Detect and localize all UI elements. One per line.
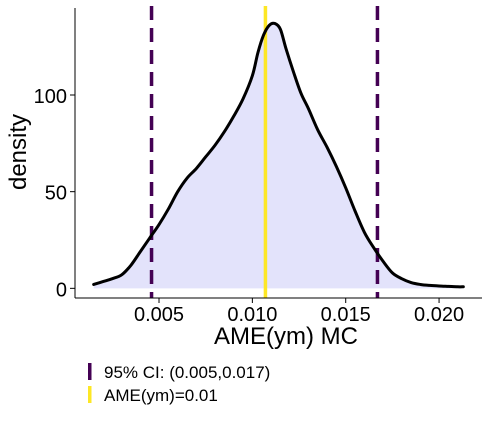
x-axis-label: AME(ym) MC <box>214 323 358 350</box>
y-ticks: 0 50 100 <box>34 86 75 301</box>
legend-point-key <box>88 386 92 403</box>
x-ticks: 0.005 0.010 0.015 0.020 <box>134 298 464 326</box>
legend-point-label: AME(ym)=0.01 <box>104 386 218 405</box>
y-tick-label: 50 <box>45 183 67 205</box>
legend: 95% CI: (0.005,0.017) AME(ym)=0.01 <box>88 363 270 405</box>
legend-ci-key <box>88 363 92 380</box>
density-area <box>93 23 464 289</box>
y-axis-label: density <box>5 114 32 190</box>
x-tick-label: 0.015 <box>321 304 371 326</box>
x-tick-label: 0.005 <box>134 304 184 326</box>
x-tick-label: 0.020 <box>414 304 464 326</box>
y-tick-label: 100 <box>34 86 67 108</box>
x-tick-label: 0.010 <box>227 304 277 326</box>
density-curve <box>92 21 465 289</box>
y-tick-label: 0 <box>56 279 67 301</box>
legend-ci-label: 95% CI: (0.005,0.017) <box>104 363 270 382</box>
